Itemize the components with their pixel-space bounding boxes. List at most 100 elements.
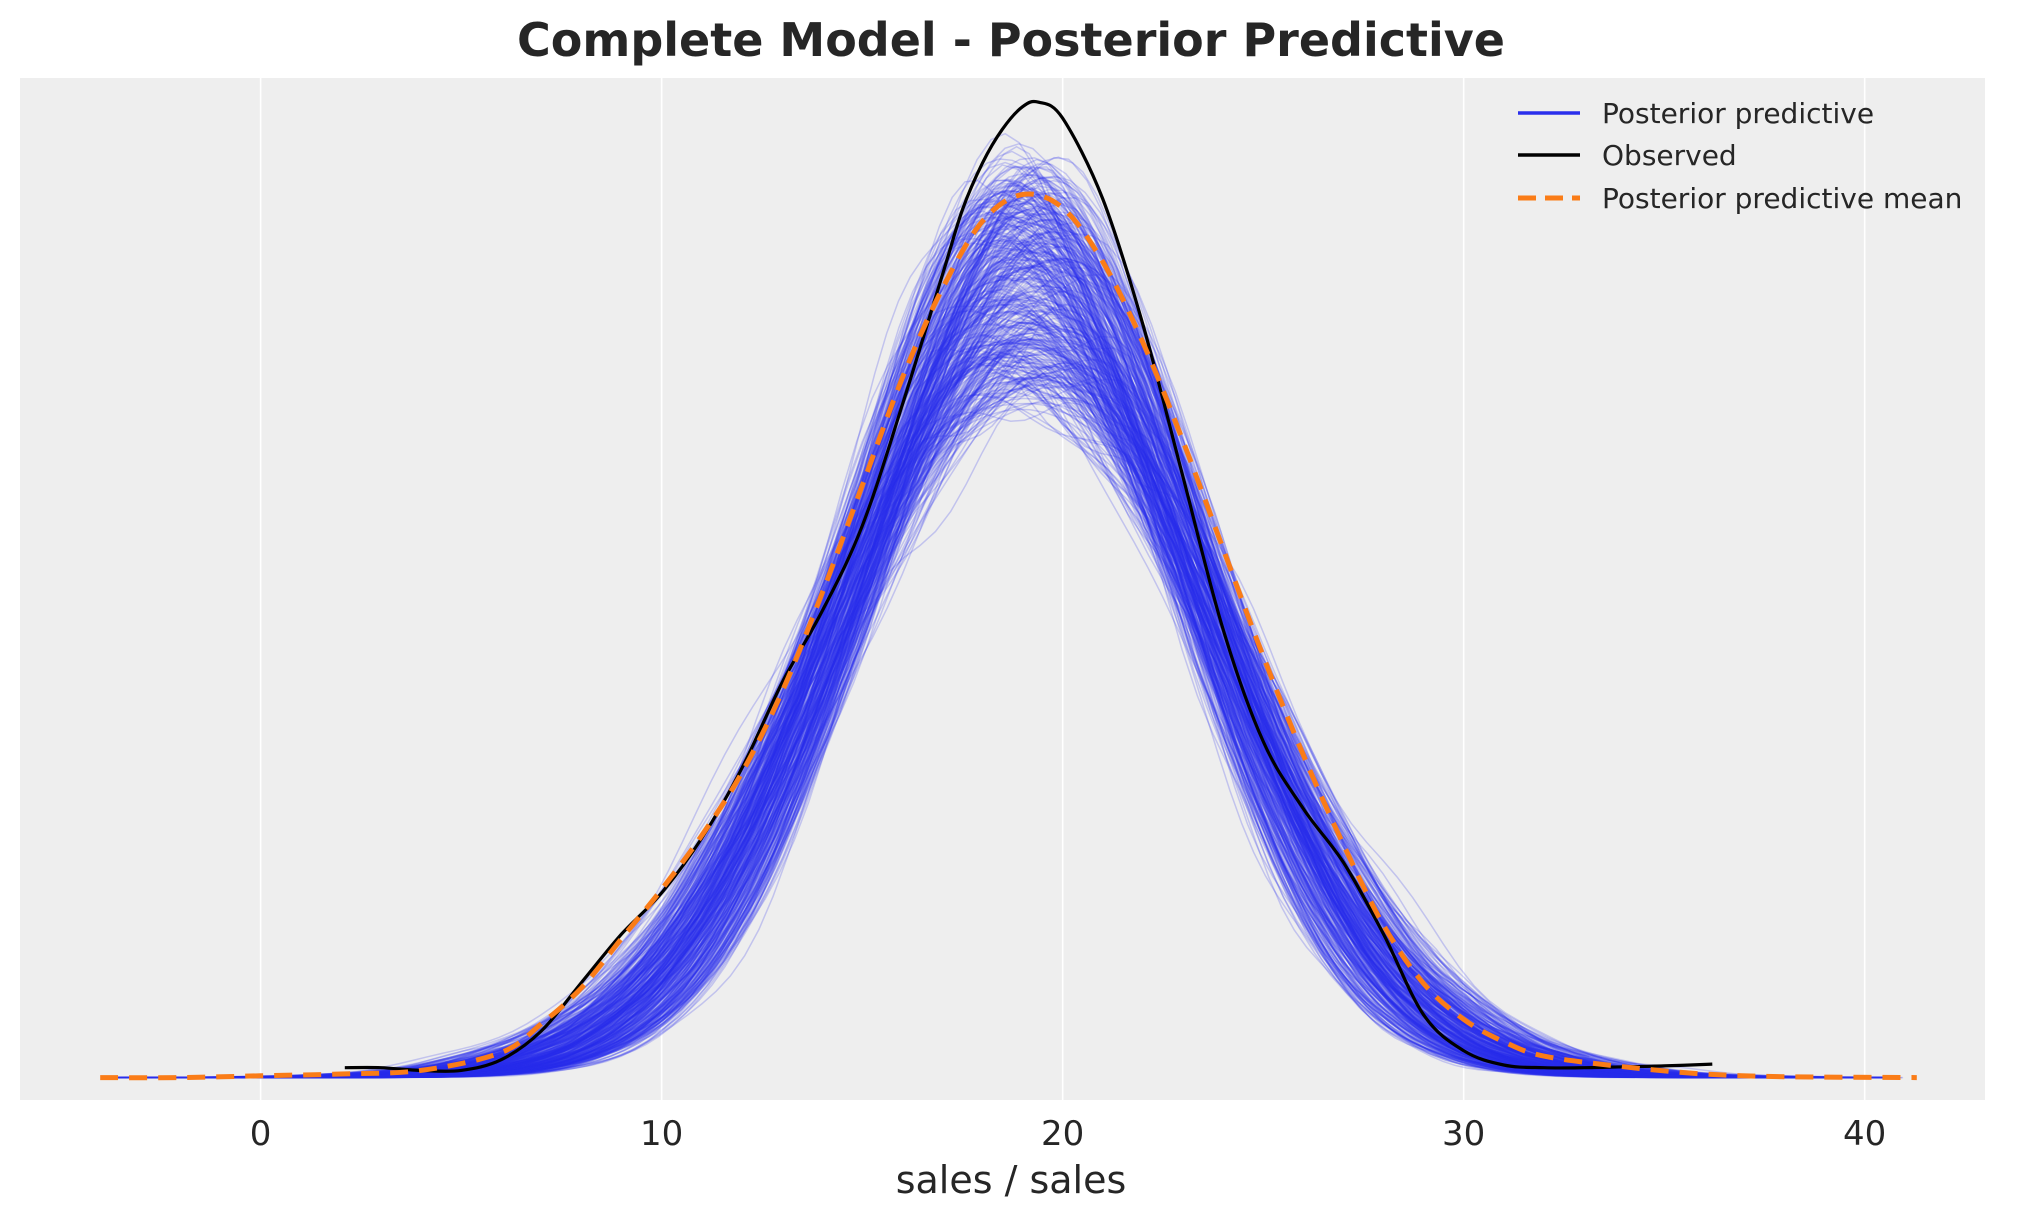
posterior-predictive-draw — [170, 244, 1894, 1079]
posterior-predictive-draw — [124, 210, 1812, 1079]
posterior-predictive-draw — [285, 308, 1880, 1079]
posterior-predictive-draw — [154, 217, 1802, 1079]
posterior-predictive-draw — [149, 243, 1793, 1079]
posterior-predictive-draw — [300, 381, 1851, 1078]
posterior-predictive-draw — [280, 218, 1695, 1079]
posterior-predictive-draw — [183, 199, 1651, 1079]
posterior-predictive-draw — [213, 244, 1673, 1079]
posterior-predictive-draw — [297, 318, 1747, 1078]
posterior-predictive-draw — [273, 187, 1883, 1079]
posterior-predictive-draw — [103, 277, 1700, 1079]
posterior-predictive-draw — [210, 270, 1806, 1079]
posterior-predictive-draw — [156, 286, 1632, 1079]
posterior-predictive-draw — [250, 266, 1606, 1079]
posterior-predictive-draw — [267, 219, 1662, 1079]
posterior-predictive-draw — [173, 364, 1828, 1079]
posterior-predictive-draw — [187, 353, 1742, 1078]
posterior-predictive-draw — [274, 364, 1805, 1079]
posterior-predictive-draw — [227, 267, 1776, 1079]
posterior-predictive-draw — [277, 177, 1630, 1079]
posterior-predictive-draw — [195, 200, 1605, 1079]
posterior-predictive-draw — [297, 308, 1670, 1078]
posterior-predictive-draw — [148, 268, 1871, 1079]
posterior-predictive-draw — [155, 276, 1860, 1079]
posterior-predictive-draw — [129, 192, 1833, 1079]
posterior-predictive-draw — [234, 363, 1585, 1078]
posterior-predictive-draw — [249, 274, 1894, 1079]
posterior-predictive-draw — [201, 157, 1838, 1079]
posterior-predictive-draw — [114, 216, 1862, 1079]
posterior-predictive-draw — [291, 345, 1751, 1078]
posterior-predictive-draw — [218, 208, 1656, 1079]
posterior-predictive-draw — [151, 245, 1733, 1079]
posterior-predictive-draw — [171, 216, 1590, 1079]
posterior-predictive-draw — [151, 267, 1783, 1079]
posterior-predictive-draw — [104, 183, 1894, 1079]
posterior-predictive-draw — [292, 325, 1614, 1079]
posterior-predictive-draw — [136, 288, 1813, 1079]
posterior-predictive-draw — [248, 268, 1720, 1079]
posterior-predictive-draw — [118, 340, 1763, 1079]
posterior-predictive-draw — [264, 333, 1806, 1079]
posterior-predictive-draw — [264, 321, 1695, 1079]
x-axis-ticks: 0 10 20 30 40 — [250, 1114, 1887, 1154]
posterior-predictive-draw — [258, 245, 1687, 1079]
x-tick-label: 20 — [1041, 1114, 1084, 1154]
posterior-predictive-draw — [179, 284, 1740, 1079]
posterior-predictive-draw — [267, 172, 1779, 1079]
posterior-predictive-draw — [137, 289, 1606, 1079]
posterior-predictive-draw — [240, 367, 1677, 1079]
posterior-predictive-draw — [259, 257, 1791, 1079]
posterior-predictive-draw — [266, 213, 1668, 1079]
posterior-predictive-draw — [126, 290, 1601, 1079]
posterior-predictive-draw — [261, 321, 1860, 1079]
posterior-predictive-draw — [286, 242, 1708, 1079]
x-tick-label: 30 — [1442, 1114, 1485, 1154]
posterior-predictive-draw — [227, 173, 1614, 1079]
posterior-predictive-draw — [131, 191, 1878, 1079]
posterior-predictive-draw — [188, 320, 1773, 1079]
posterior-predictive-draw — [242, 288, 1729, 1079]
posterior-predictive-draw — [204, 176, 1693, 1079]
posterior-predictive-draw — [242, 187, 1833, 1079]
posterior-predictive-draw — [230, 274, 1821, 1079]
posterior-predictive-draw — [144, 284, 1769, 1079]
posterior-predictive-draw — [252, 245, 1838, 1079]
posterior-predictive-draw — [235, 174, 1613, 1079]
posterior-predictive-draw — [188, 335, 1807, 1079]
posterior-predictive-draw — [211, 231, 1612, 1079]
posterior-predictive-draw — [178, 182, 1687, 1079]
posterior-predictive-draw — [108, 300, 1625, 1079]
posterior-predictive-draw — [254, 181, 1591, 1079]
posterior-predictive-draws — [100, 132, 1904, 1079]
posterior-predictive-draw — [252, 221, 1791, 1079]
posterior-predictive-draw — [267, 357, 1651, 1079]
posterior-predictive-draw — [152, 189, 1717, 1079]
posterior-predictive-draw — [243, 337, 1902, 1079]
posterior-predictive-draw — [120, 185, 1833, 1079]
posterior-predictive-draw — [239, 258, 1688, 1079]
posterior-predictive-draw — [157, 304, 1815, 1079]
posterior-predictive-draw — [285, 222, 1830, 1079]
posterior-predictive-draw — [136, 278, 1771, 1079]
posterior-predictive-draw — [284, 347, 1819, 1079]
posterior-predictive-draw — [130, 156, 1719, 1079]
posterior-predictive-draw — [117, 166, 1880, 1079]
posterior-predictive-draw — [107, 192, 1637, 1079]
posterior-predictive-draw — [151, 230, 1716, 1079]
posterior-predictive-draw — [248, 332, 1641, 1079]
posterior-predictive-draw — [200, 132, 1754, 1079]
posterior-predictive-draw — [196, 193, 1812, 1079]
posterior-predictive-draw — [178, 330, 1628, 1079]
posterior-predictive-draw — [147, 274, 1710, 1079]
posterior-predictive-draw — [214, 256, 1692, 1079]
posterior-predictive-draw — [111, 259, 1855, 1079]
posterior-predictive-draw — [298, 290, 1718, 1079]
posterior-predictive-draw — [139, 260, 1690, 1079]
posterior-predictive-draw — [233, 225, 1816, 1079]
posterior-predictive-draw — [279, 365, 1807, 1078]
posterior-predictive-draw — [237, 364, 1818, 1079]
posterior-predictive-draw — [283, 360, 1793, 1078]
posterior-predictive-draw — [277, 362, 1620, 1078]
posterior-predictive-draw — [158, 179, 1596, 1079]
